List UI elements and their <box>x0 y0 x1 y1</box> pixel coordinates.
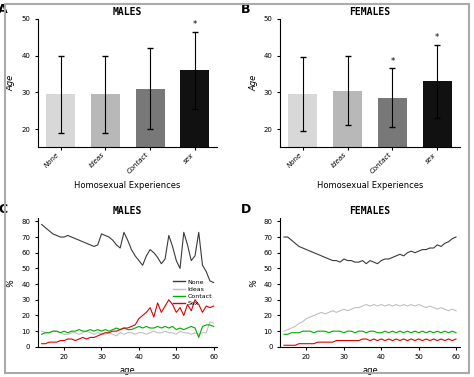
X-axis label: Homosexual Experiences: Homosexual Experiences <box>74 181 181 190</box>
Text: A: A <box>0 3 8 17</box>
X-axis label: Homosexual Experiences: Homosexual Experiences <box>317 181 423 190</box>
Y-axis label: %: % <box>249 279 258 287</box>
Bar <box>422 81 452 202</box>
Title: MALES: MALES <box>113 206 142 216</box>
X-axis label: age: age <box>120 366 136 375</box>
Legend: None, Ideas, Contact, Sex: None, Ideas, Contact, Sex <box>171 277 214 309</box>
Bar <box>288 94 318 202</box>
Bar <box>378 98 407 202</box>
Title: FEMALES: FEMALES <box>349 206 391 216</box>
Text: D: D <box>241 203 251 216</box>
Text: *: * <box>390 57 394 66</box>
Bar <box>180 70 210 202</box>
Bar <box>136 89 164 202</box>
Y-axis label: %: % <box>7 279 16 287</box>
Text: *: * <box>435 33 439 41</box>
Title: MALES: MALES <box>113 7 142 17</box>
Y-axis label: Age: Age <box>249 75 258 91</box>
Bar <box>91 94 120 202</box>
Bar <box>333 90 362 202</box>
Y-axis label: Age: Age <box>7 75 16 91</box>
Title: FEMALES: FEMALES <box>349 7 391 17</box>
Text: C: C <box>0 203 8 216</box>
Text: B: B <box>241 3 250 17</box>
Text: *: * <box>192 20 197 29</box>
X-axis label: age: age <box>362 366 378 375</box>
Bar <box>46 94 75 202</box>
